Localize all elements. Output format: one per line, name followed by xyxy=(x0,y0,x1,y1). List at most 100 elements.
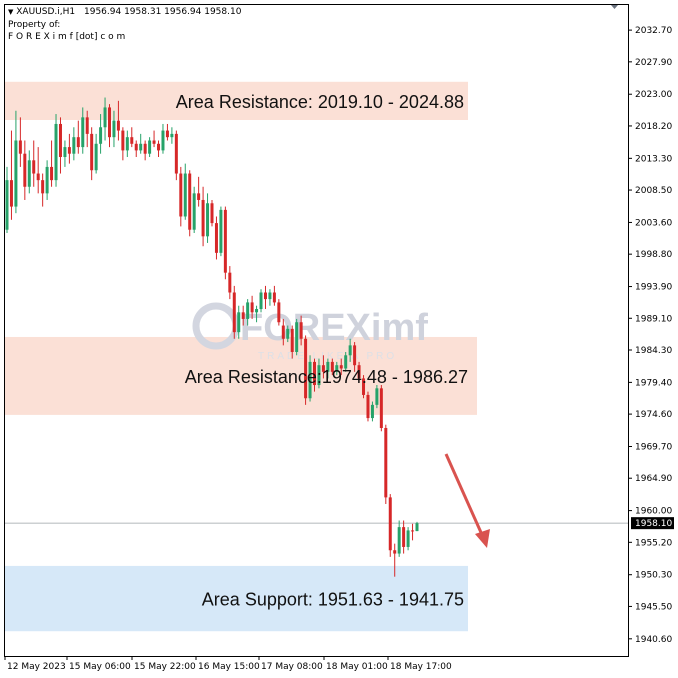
candle xyxy=(72,127,76,161)
symbol-info: ▼ XAUUSD.i,H1 1956.94 1958.31 1956.94 19… xyxy=(8,7,241,18)
candle-body xyxy=(170,133,174,138)
candle xyxy=(326,358,330,379)
candle xyxy=(214,216,218,260)
down-arrow xyxy=(444,453,490,548)
candle-body xyxy=(210,203,214,224)
symbol-label: XAUUSD.i,H1 xyxy=(16,7,76,17)
candle xyxy=(277,299,281,326)
candle-body xyxy=(255,309,259,313)
y-tick-label: 1964.90 xyxy=(635,474,672,484)
candle-body xyxy=(54,123,58,181)
candle-body xyxy=(281,325,285,339)
candle-body xyxy=(112,120,116,138)
candle xyxy=(415,521,419,532)
candle-body xyxy=(179,173,183,217)
y-tick-label: 1993.90 xyxy=(635,283,672,293)
candle xyxy=(295,318,299,356)
candle-body xyxy=(362,378,366,395)
candle-body xyxy=(406,530,410,547)
candle-body xyxy=(67,147,71,154)
candle-body xyxy=(299,322,303,339)
candle-body xyxy=(58,123,62,158)
candle xyxy=(286,325,290,343)
y-tick-label: 2008.50 xyxy=(635,186,672,196)
resistance-zone-label: Area Resistance:1974.48 - 1986.27 xyxy=(185,367,468,387)
x-tick-label: 18 May 17:00 xyxy=(390,662,452,672)
y-tick-label: 2003.60 xyxy=(635,218,672,228)
candle-body xyxy=(148,140,152,154)
support-zone xyxy=(5,565,468,632)
candle xyxy=(259,289,263,313)
candle xyxy=(148,137,152,158)
candle-body xyxy=(99,127,103,144)
candle-body xyxy=(197,193,201,200)
candle xyxy=(313,358,316,392)
candle-body xyxy=(192,193,196,230)
candle xyxy=(170,127,174,144)
scroll-marker-icon xyxy=(611,5,618,9)
candle xyxy=(90,127,94,181)
y-tick-label: 1998.80 xyxy=(635,250,672,260)
candle-body xyxy=(313,361,316,386)
candle-body xyxy=(103,107,107,128)
candle-body xyxy=(290,328,294,352)
candle xyxy=(5,166,9,234)
candle-body xyxy=(45,166,49,194)
candle xyxy=(246,299,250,326)
candle xyxy=(281,318,285,346)
candle xyxy=(143,140,147,161)
candle-body xyxy=(134,143,138,151)
candle xyxy=(139,133,143,154)
candle xyxy=(250,295,254,319)
candle-body xyxy=(308,361,312,399)
candle-body xyxy=(157,143,161,151)
candle xyxy=(197,176,201,207)
candle-body xyxy=(250,302,254,313)
candle-body xyxy=(344,355,348,369)
watermark-tagline: TRADE LIKE A PRO xyxy=(258,351,397,362)
candle-body xyxy=(321,365,325,372)
candle xyxy=(268,289,272,306)
candle xyxy=(375,385,379,409)
candle xyxy=(206,193,210,243)
candle xyxy=(67,133,71,164)
candle xyxy=(393,543,397,577)
candle-body xyxy=(384,427,388,498)
candle xyxy=(219,206,223,257)
candle-body xyxy=(206,203,210,237)
candle-body xyxy=(241,312,245,319)
candle-body xyxy=(108,107,111,138)
candle xyxy=(188,170,192,237)
candle xyxy=(255,305,259,323)
candle xyxy=(321,355,325,379)
candle-body xyxy=(81,117,85,148)
current-price-label: 1958.10 xyxy=(635,519,672,529)
x-tick-label: 16 May 15:00 xyxy=(198,662,260,672)
candle xyxy=(344,351,348,372)
candle xyxy=(85,110,89,148)
candle-body xyxy=(152,140,156,144)
candle-body xyxy=(393,550,397,554)
arrow-head-icon xyxy=(475,529,490,548)
candle-body xyxy=(214,223,218,253)
candle xyxy=(384,424,388,504)
candle xyxy=(223,206,227,280)
candle xyxy=(411,523,415,541)
candle xyxy=(335,361,339,376)
candle-body xyxy=(5,180,9,230)
candle-body xyxy=(228,272,232,293)
y-tick-label: 2018.20 xyxy=(635,122,672,132)
x-tick-label: 17 May 08:00 xyxy=(261,662,323,672)
candle xyxy=(152,130,156,148)
candle xyxy=(157,140,161,158)
candle-body xyxy=(415,523,419,532)
candle xyxy=(317,358,321,389)
candle xyxy=(379,385,383,432)
candle-body xyxy=(50,166,54,181)
collapse-triangle-icon[interactable]: ▼ xyxy=(8,8,14,16)
candle xyxy=(116,100,120,141)
candle xyxy=(50,140,54,187)
candle-body xyxy=(357,365,361,379)
y-tick-label: 1974.60 xyxy=(635,410,672,420)
